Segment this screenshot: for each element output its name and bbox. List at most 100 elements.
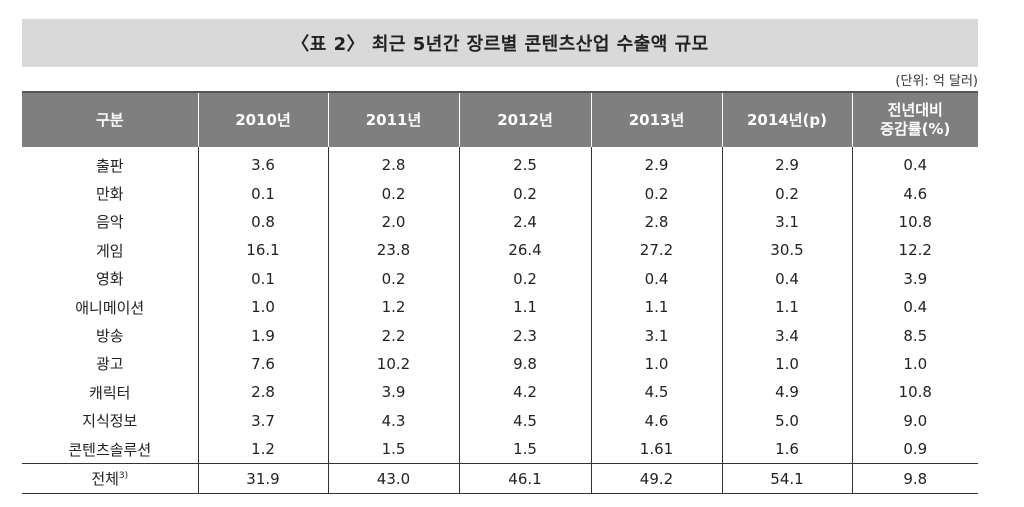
table-row: 음악 0.8 2.0 2.4 2.8 3.1 10.8: [22, 207, 978, 237]
value-cell: 30.5: [721, 236, 852, 265]
row-label-cell: 광고: [95, 355, 124, 374]
row-label-cell: 지식정보: [82, 412, 138, 431]
value-cell: 9.0: [851, 406, 978, 435]
value-cell: 1.2: [197, 434, 328, 464]
value-cell: 1.2: [327, 292, 459, 322]
value-cell: 1.1: [590, 292, 722, 322]
value-cell: 0.2: [458, 179, 591, 208]
value-cell: 26.4: [458, 236, 591, 265]
value-cell: 0.1: [197, 179, 328, 208]
value-cell: 10.8: [851, 378, 978, 407]
value-cell: 0.2: [721, 179, 852, 208]
row-label-cell: 애니메이션: [75, 298, 145, 317]
row-label-cell: 게임: [95, 241, 124, 260]
value-cell: 2.2: [327, 321, 459, 350]
value-cell: 3.7: [197, 406, 328, 435]
header-change-rate: 전년대비 증감률(%): [851, 91, 978, 147]
value-cell: 3.9: [327, 378, 459, 407]
value-cell: 10.8: [851, 207, 978, 237]
value-cell: 3.1: [590, 321, 722, 350]
value-cell: 0.4: [590, 264, 722, 293]
value-cell: 4.2: [458, 378, 591, 407]
total-cell: 9.8: [851, 463, 978, 495]
value-cell: 10.2: [327, 349, 459, 379]
table-row: 출판 3.6 2.8 2.5 2.9 2.9 0.4: [22, 147, 978, 180]
value-cell: 0.9: [851, 434, 978, 464]
total-cell: 43.0: [327, 463, 459, 495]
value-cell: 1.5: [327, 434, 459, 464]
header-2011: 2011년: [327, 91, 460, 147]
table-row: 만화 0.1 0.2 0.2 0.2 0.2 4.6: [22, 179, 978, 208]
value-cell: 8.5: [851, 321, 978, 350]
header-2010: 2010년: [197, 91, 329, 147]
value-cell: 0.2: [327, 179, 459, 208]
value-cell: 2.9: [721, 147, 852, 180]
row-label-cell: 만화: [95, 185, 124, 204]
value-cell: 27.2: [590, 236, 722, 265]
value-cell: 9.8: [458, 349, 591, 379]
value-cell: 2.3: [458, 321, 591, 350]
unit-note: (단위: 억 달러): [895, 74, 978, 89]
row-label-cell: 음악: [95, 213, 124, 232]
table-row: 캐릭터 2.8 3.9 4.2 4.5 4.9 10.8: [22, 378, 978, 407]
value-cell: 3.6: [197, 147, 328, 180]
value-cell: 4.3: [327, 406, 459, 435]
table-title: 〈표 2〉 최근 5년간 장르별 콘텐츠산업 수출액 규모: [291, 34, 709, 55]
table-body: 출판 3.6 2.8 2.5 2.9 2.9 0.4 만화 0.1 0.2 0.2 0.2 0.2 4.6…: [22, 147, 978, 464]
value-cell: 1.0: [197, 292, 328, 322]
value-cell: 7.6: [197, 349, 328, 379]
table-row: 광고 7.6 10.2 9.8 1.0 1.0 1.0: [22, 349, 978, 379]
total-cell: 49.2: [590, 463, 722, 495]
value-cell: 1.1: [458, 292, 591, 322]
value-cell: 2.8: [590, 207, 722, 237]
row-label-cell: 방송: [95, 327, 124, 346]
value-cell: 1.5: [458, 434, 591, 464]
total-footnote: 3): [118, 471, 129, 482]
header-category: 구분: [22, 91, 199, 147]
value-cell: 0.1: [197, 264, 328, 293]
row-label-cell: 캐릭터: [89, 383, 131, 402]
value-cell: 0.4: [851, 292, 978, 322]
value-cell: 1.1: [721, 292, 852, 322]
header-2013: 2013년: [590, 91, 723, 147]
value-cell: 4.5: [458, 406, 591, 435]
value-cell: 3.9: [851, 264, 978, 293]
value-cell: 23.8: [327, 236, 459, 265]
value-cell: 2.5: [458, 147, 591, 180]
value-cell: 3.1: [721, 207, 852, 237]
value-cell: 0.2: [590, 179, 722, 208]
row-label-cell: 영화: [95, 270, 124, 289]
table-row: 콘텐츠솔루션 1.2 1.5 1.5 1.61 1.6 0.9: [22, 434, 978, 464]
value-cell: 2.8: [327, 147, 459, 180]
value-cell: 1.0: [851, 349, 978, 379]
total-cell: 31.9: [197, 463, 328, 495]
value-cell: 4.6: [851, 179, 978, 208]
row-label-cell: 콘텐츠솔루션: [68, 440, 152, 459]
value-cell: 3.4: [721, 321, 852, 350]
value-cell: 4.9: [721, 378, 852, 407]
value-cell: 1.9: [197, 321, 328, 350]
value-cell: 1.0: [590, 349, 722, 379]
value-cell: 0.4: [721, 264, 852, 293]
table-row: 게임 16.1 23.8 26.4 27.2 30.5 12.2: [22, 236, 978, 265]
value-cell: 16.1: [197, 236, 328, 265]
value-cell: 0.2: [327, 264, 459, 293]
header-change-rate-line2: 증감률(%): [880, 120, 951, 138]
header-2014: 2014년(p): [721, 91, 853, 147]
table-row: 지식정보 3.7 4.3 4.5 4.6 5.0 9.0: [22, 406, 978, 435]
table-row: 영화 0.1 0.2 0.2 0.4 0.4 3.9: [22, 264, 978, 293]
value-cell: 1.6: [721, 434, 852, 464]
total-label: 전체: [91, 470, 119, 489]
table-title-bar: 〈표 2〉 최근 5년간 장르별 콘텐츠산업 수출액 규모: [22, 19, 978, 67]
table-row: 애니메이션 1.0 1.2 1.1 1.1 1.1 0.4: [22, 292, 978, 322]
total-row: 전체3) 31.9 43.0 46.1 49.2 54.1 9.8: [22, 463, 978, 495]
value-cell: 2.4: [458, 207, 591, 237]
value-cell: 1.61: [590, 434, 722, 464]
total-label-cell: 전체3): [22, 463, 198, 495]
value-cell: 0.8: [197, 207, 328, 237]
value-cell: 2.0: [327, 207, 459, 237]
total-cell: 46.1: [458, 463, 591, 495]
value-cell: 4.5: [590, 378, 722, 407]
value-cell: 2.8: [197, 378, 328, 407]
value-cell: 5.0: [721, 406, 852, 435]
